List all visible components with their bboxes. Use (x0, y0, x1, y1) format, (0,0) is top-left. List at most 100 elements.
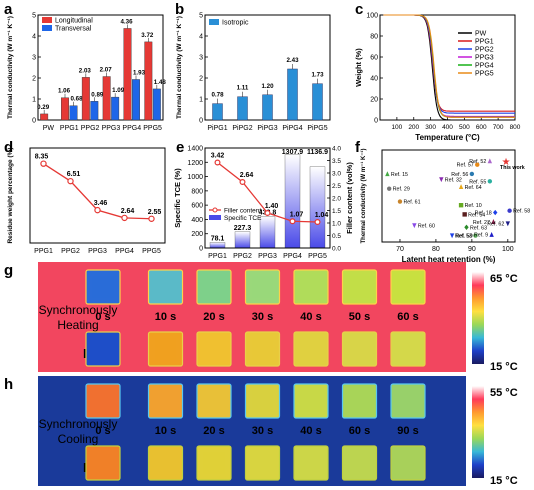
data-point (148, 215, 155, 222)
point-label: Ref. 57 (457, 163, 474, 169)
chart-a: 0 1 2 3 4 5 Thermal conductivity (W m⁻¹ K⁻¹) PW… (7, 13, 166, 133)
point-label: Ref. 53 (455, 234, 472, 240)
scatter-point (386, 186, 392, 191)
data-label: 1.73 (311, 72, 324, 79)
legend-swatch (209, 215, 221, 220)
scatter-point (473, 233, 478, 238)
y2-tick-label: 2.0 (332, 196, 341, 203)
data-label: 1136.9 (307, 149, 328, 156)
thermal-sample-core (154, 338, 177, 360)
legend-swatch (42, 17, 52, 23)
panel-letter-b: b (175, 1, 184, 18)
x-tick-label: 80 (432, 246, 440, 253)
point-label: Ref. 63 (470, 225, 487, 231)
x-tick-label: PPG4 (283, 253, 302, 260)
y-tick-label: 400 (191, 217, 203, 224)
data-label: 78.1 (211, 235, 225, 242)
data-label: 2.03 (79, 67, 92, 74)
legend-label: PPG1 (475, 39, 494, 46)
point-label: Ref. 9 (474, 233, 488, 239)
x-tick-label: 700 (493, 124, 504, 131)
y-axis-label: Thermal conductivity (W m⁻¹ K⁻¹) (176, 16, 183, 119)
y-tick-label: 0 (374, 118, 378, 125)
thermal-sample-core (92, 276, 114, 298)
y-axis-label: Thermal conductivity (W m⁻¹ K⁻¹) (360, 148, 367, 243)
panel-letter-a: a (4, 1, 13, 18)
scatter-point (475, 162, 480, 167)
data-label: 1.93 (133, 69, 146, 76)
bar-specific-tce (209, 242, 226, 249)
panel-letter-c: c (355, 1, 363, 18)
x-tick-label: PiPG3 (257, 125, 277, 132)
y-tick-label: 5 (32, 13, 36, 20)
y-tick-label: 1200 (187, 160, 203, 167)
scatter-point (505, 221, 511, 227)
point-label: Ref. 55 (469, 179, 486, 185)
bar-isotropic (212, 103, 223, 121)
thermal-sample-core (154, 452, 177, 474)
colorbar-max-label: 65 °C (490, 273, 518, 285)
point-label: Ref. 54 (468, 212, 485, 218)
y-tick-label: 1 (199, 97, 203, 104)
y-tick-label: 600 (191, 203, 203, 210)
x-axis-label: Latent heat retention (%) (402, 255, 496, 264)
x-tick-label: PPG4 (122, 125, 141, 132)
chart-c: 0 20 40 60 80 100 Weight (%) 100 200 300 400 500 600… (354, 13, 521, 143)
legend-swatch (42, 25, 52, 31)
data-label: 2.07 (100, 67, 113, 74)
colorbar-min-label: 15 °C (490, 361, 518, 373)
scatter-point-this-work (502, 157, 510, 165)
x-tick-label: PW (43, 125, 55, 132)
data-label: 3.46 (94, 200, 108, 207)
point-label: Ref. 29 (393, 187, 410, 193)
bar-transversal (152, 88, 161, 121)
scatter-point (449, 233, 455, 239)
y-tick-label: 1 (32, 97, 36, 104)
point-label: This work (500, 165, 525, 171)
scatter-point (439, 177, 444, 183)
panel-letter-f: f (355, 139, 361, 156)
thermal-sample-core (92, 390, 114, 412)
point-label: Ref. 59 (456, 234, 473, 240)
thermal-sample-core (92, 338, 114, 360)
time-label: 0 s (95, 425, 110, 437)
data-label: 2.64 (240, 172, 254, 179)
y2-tick-label: 3.0 (332, 171, 341, 178)
y-tick-label: 0 (32, 118, 36, 125)
bar-specific-tce (259, 216, 276, 249)
legend-label: Transversal (55, 26, 92, 33)
y-tick-label: 5 (199, 13, 203, 20)
data-label: 3.72 (141, 32, 154, 39)
caption-line: Heating (57, 318, 98, 332)
colorbar (472, 386, 484, 478)
caption-line: Synchronously (39, 303, 118, 317)
data-label: 8.35 (35, 154, 49, 161)
scatter-point (462, 212, 467, 217)
x-tick-label: PPG5 (143, 125, 162, 132)
colorbar (472, 272, 484, 364)
x-tick-label: 400 (442, 124, 453, 131)
x-tick-label: PPG2 (233, 253, 252, 260)
y-tick-label: 800 (191, 188, 203, 195)
y-axis-label: Thermal conductivity (W m⁻¹ K⁻¹) (7, 16, 14, 119)
legend-label: Longitudinal (55, 18, 93, 25)
series-line-ppg2 (383, 14, 515, 114)
scatter-point (469, 171, 475, 177)
y-tick-label: 2 (199, 76, 203, 83)
thermal-sample-core (251, 338, 274, 360)
data-label: 2.55 (148, 209, 162, 216)
bar-isotropic (237, 96, 248, 121)
data-point (94, 206, 101, 214)
y-tick-label: 0 (199, 246, 203, 253)
y-tick-label: 60 (370, 55, 378, 62)
time-label: 20 s (203, 425, 224, 437)
point-label: Ref. 10 (465, 203, 482, 209)
thermal-panel-heating: PWSynchronouslyHeatingPPG40 s10 s20 s30 … (38, 262, 518, 373)
time-label: 40 s (300, 425, 321, 437)
x-tick-label: PPG1 (34, 248, 53, 255)
panel-letter-h: h (4, 376, 13, 393)
time-label: 60 s (349, 425, 370, 437)
bar-isotropic (262, 94, 273, 121)
time-label: 10 s (155, 311, 176, 323)
